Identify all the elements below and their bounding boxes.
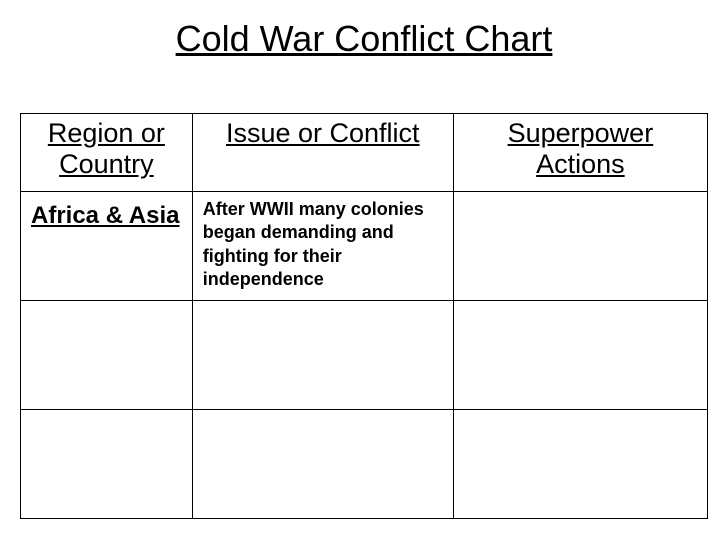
cell-region-2 <box>21 410 193 519</box>
conflict-table-container: Region or Country Issue or Conflict Supe… <box>20 113 708 519</box>
cell-superpower-1 <box>453 301 707 410</box>
cell-superpower-0 <box>453 192 707 301</box>
table-row: Africa & Asia After WWII many colonies b… <box>21 192 708 301</box>
header-superpower: Superpower Actions <box>453 114 707 192</box>
table-header-row: Region or Country Issue or Conflict Supe… <box>21 114 708 192</box>
table-row <box>21 410 708 519</box>
table-row <box>21 301 708 410</box>
cell-superpower-2 <box>453 410 707 519</box>
cell-issue-2 <box>192 410 453 519</box>
cell-region-0: Africa & Asia <box>21 192 193 301</box>
cell-region-1 <box>21 301 193 410</box>
page-title: Cold War Conflict Chart <box>0 0 728 70</box>
header-issue: Issue or Conflict <box>192 114 453 192</box>
conflict-table: Region or Country Issue or Conflict Supe… <box>20 113 708 519</box>
header-region: Region or Country <box>21 114 193 192</box>
cell-issue-0: After WWII many colonies began demanding… <box>192 192 453 301</box>
cell-issue-1 <box>192 301 453 410</box>
